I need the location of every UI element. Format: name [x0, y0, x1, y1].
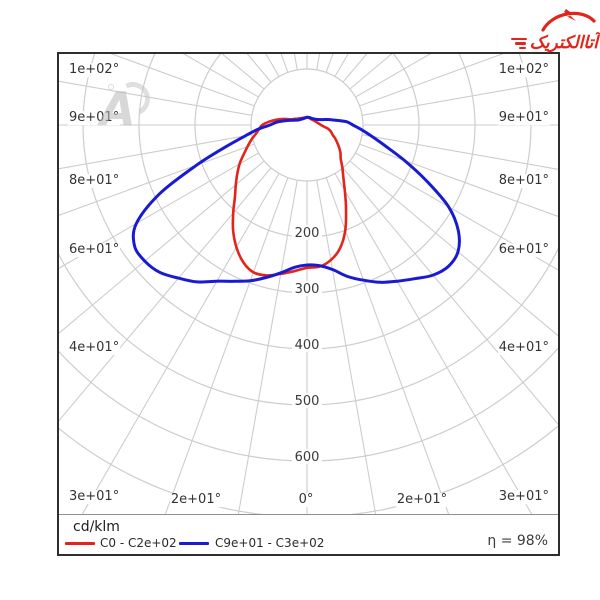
radial-tick-label-bg	[292, 449, 322, 464]
grid-spoke	[59, 167, 272, 422]
grid-spoke	[316, 180, 377, 514]
grid-spoke	[81, 173, 280, 514]
angle-label-right-40: 4e+01°	[497, 340, 550, 356]
efficiency-label: η = 98%	[487, 533, 548, 549]
grid-spoke	[359, 54, 504, 107]
angle-label-right-90: 9e+01°	[497, 110, 550, 126]
polar-grid-and-curves: 200 300 400 500 600	[59, 54, 558, 514]
grid-spoke	[237, 180, 298, 514]
logo-swoosh-icon	[541, 9, 596, 32]
grid-spoke	[59, 143, 255, 216]
angle-label-right-60: 6e+01°	[497, 242, 550, 258]
radial-tick-label-bg	[292, 281, 322, 296]
radial-tick-label-bg	[292, 337, 322, 352]
polar-chart-frame: 200 300 400 500 600 1e+02° 9e+01° 8e+01° 6e+…	[57, 52, 560, 556]
grid-spoke	[325, 54, 334, 73]
angle-label-bottom-20-right: 2e+01°	[395, 492, 449, 508]
grid-spoke	[110, 54, 255, 107]
radial-tick-label: 500	[295, 394, 320, 409]
angle-label-bottom-0: 0°	[297, 492, 315, 508]
radial-tick-label-bg	[292, 225, 322, 240]
brand-text: آتاالکتریک	[529, 33, 598, 53]
grid-spoke	[59, 160, 265, 334]
angle-label-bottom-20-left: 2e+01°	[169, 492, 223, 508]
grid-spoke	[362, 134, 558, 170]
grid-spoke	[359, 143, 558, 217]
angle-label-left-100: 1e+02°	[68, 62, 121, 78]
curve-c90-plane	[131, 115, 461, 284]
polar-plot-area: 200 300 400 500 600 1e+02° 9e+01° 8e+01° 6e+…	[59, 54, 558, 514]
radial-tick-label: 300	[295, 282, 320, 297]
unit-label: cd/klm	[73, 519, 120, 535]
grid-spoke	[355, 54, 432, 98]
radial-tick-label: 600	[295, 450, 320, 465]
angle-label-left-30: 3e+01°	[68, 489, 121, 505]
grid-spoke	[280, 54, 289, 73]
angle-label-right-80: 8e+01°	[497, 173, 550, 189]
grid-spoke	[59, 134, 252, 170]
grid-spoke	[349, 160, 558, 337]
grid-spoke	[334, 173, 533, 514]
radial-tick-label: 400	[295, 338, 320, 353]
grid-spoke	[182, 54, 259, 98]
angle-label-right-30: 3e+01°	[497, 489, 550, 505]
logo-speed-dashes-icon	[510, 37, 527, 50]
legend-swatch-c90-plane	[179, 542, 209, 545]
angle-label-left-40: 4e+01°	[68, 340, 121, 356]
grid-spoke	[164, 177, 289, 514]
angle-label-left-60: 6e+01°	[68, 242, 121, 258]
legend-label-c90-plane: C9e+01 - C3e+02	[215, 536, 325, 550]
angle-label-right-100: 1e+02°	[497, 62, 550, 78]
angle-label-left-90: 9e+01°	[68, 110, 121, 126]
radial-tick-label-bg	[292, 393, 322, 408]
legend: cd/klm C0 - C2e+02 C9e+01 - C3e+02 η = 9…	[59, 514, 558, 554]
grid-spoke	[59, 80, 252, 116]
legend-label-c0-plane: C0 - C2e+02	[100, 536, 177, 550]
grid-spoke	[362, 80, 558, 116]
angle-label-left-80: 8e+01°	[68, 173, 121, 189]
grid-spoke	[342, 167, 558, 425]
radial-tick-label: 200	[295, 226, 320, 241]
brand-logo: آتاالکتریک	[510, 8, 600, 54]
legend-swatch-c0-plane	[65, 542, 95, 545]
